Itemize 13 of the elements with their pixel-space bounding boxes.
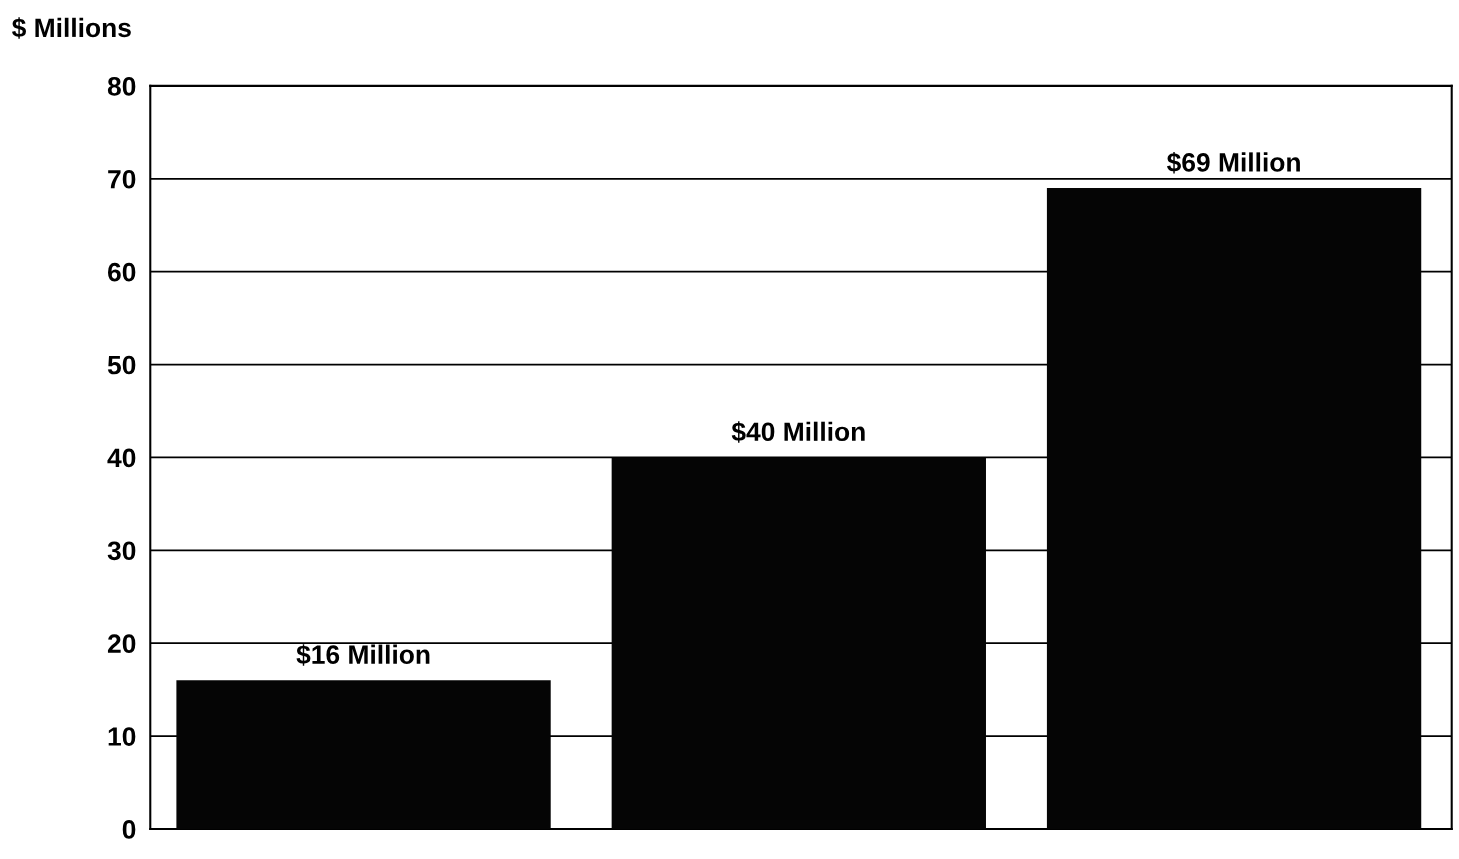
y-tick-label: 60: [108, 262, 136, 282]
data-label: $40 Million: [731, 421, 865, 443]
data-label: $69 Million: [1166, 151, 1300, 174]
y-tick-label: 20: [107, 634, 136, 653]
data-label: $16 Million: [296, 644, 430, 666]
y-tick-label: 30: [107, 541, 136, 561]
y-tick-label: 70: [108, 169, 136, 189]
y-tick-label: 80: [107, 77, 136, 96]
y-tick-label: 40: [107, 448, 136, 468]
y-tick-label: 0: [122, 820, 136, 839]
y-tick-label: 50: [107, 355, 136, 375]
y-tick-label: 10: [108, 727, 136, 746]
y-axis-title: $ Millions: [12, 17, 131, 39]
